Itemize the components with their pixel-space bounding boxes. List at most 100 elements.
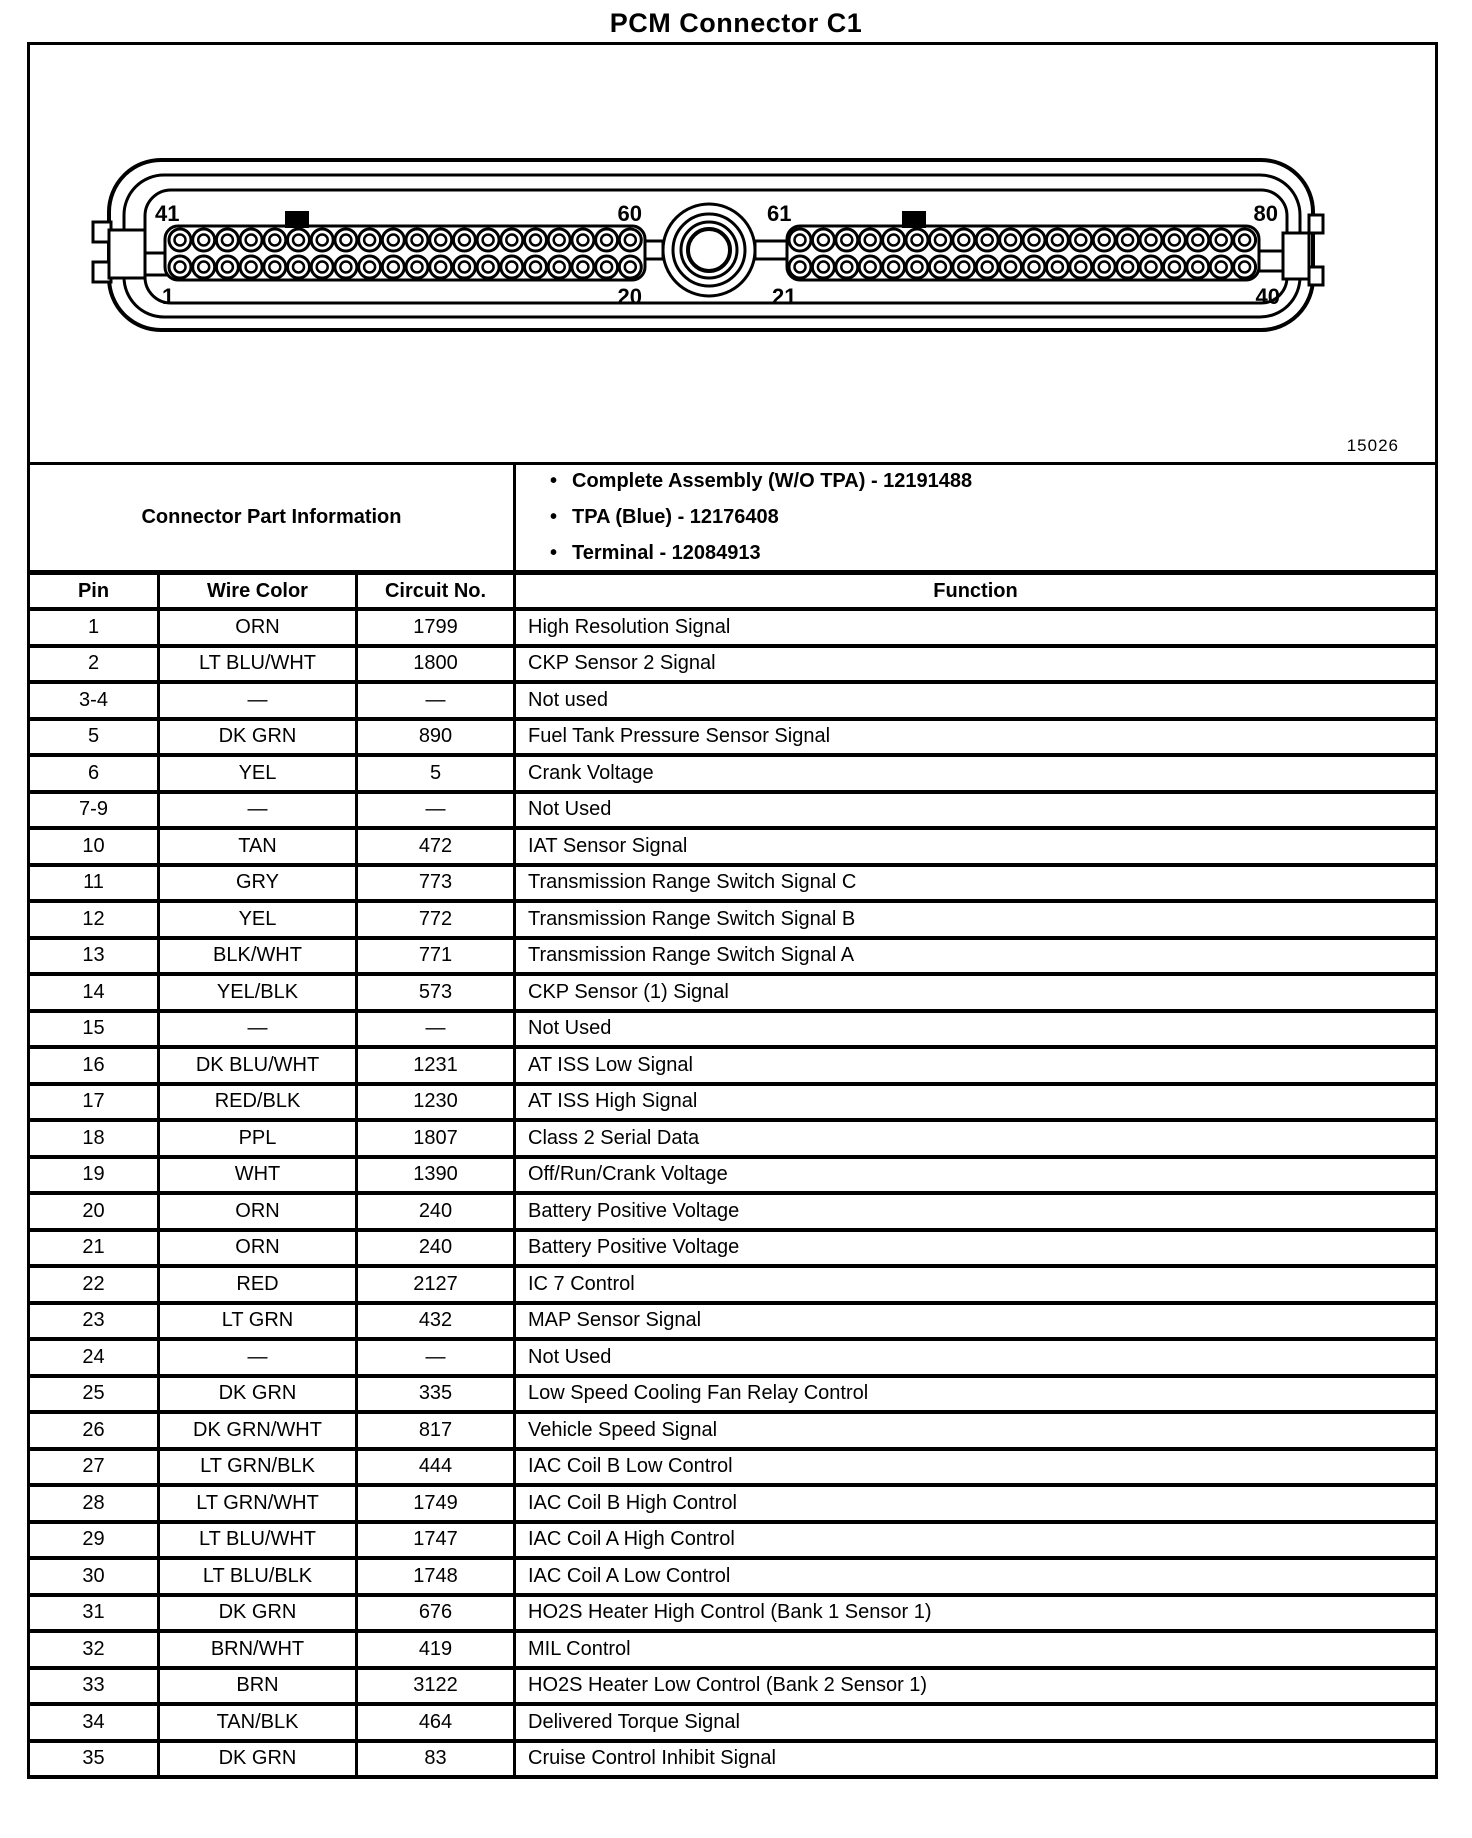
cell-pin: 29 (30, 1523, 160, 1556)
cell-circuit-no: 773 (358, 866, 516, 899)
part-info-item-text: TPA (Blue) - 12176408 (572, 506, 779, 528)
cell-wire-color: DK GRN (160, 720, 358, 753)
cell-function: Not used (528, 688, 609, 711)
cell-circuit-no: 464 (358, 1706, 516, 1739)
pin-holes-right (787, 227, 1258, 280)
cell-circuit-no: 335 (358, 1377, 516, 1410)
cell-function: Fuel Tank Pressure Sensor Signal (528, 725, 831, 748)
table-row: 13 BLK/WHT 771 Transmission Range Switch… (27, 939, 1438, 976)
key-tab-left (285, 211, 309, 228)
cell-circuit-no: 240 (358, 1231, 516, 1264)
table-row: 35 DK GRN 83 Cruise Control Inhibit Sign… (27, 1742, 1438, 1779)
cell-circuit-no: 1749 (358, 1487, 516, 1520)
cell-function: Transmission Range Switch Signal C (528, 871, 857, 894)
table-row: 10 TAN 472 IAT Sensor Signal (27, 830, 1438, 867)
part-info-item: • TPA (Blue) - 12176408 (550, 506, 1435, 529)
table-row: 5 DK GRN 890 Fuel Tank Pressure Sensor S… (27, 720, 1438, 757)
bullet-icon: • (550, 470, 558, 492)
cell-function: Not Used (528, 1345, 612, 1368)
table-row: 17 RED/BLK 1230 AT ISS High Signal (27, 1085, 1438, 1122)
table-row: 30 LT BLU/BLK 1748 IAC Coil A Low Contro… (27, 1560, 1438, 1597)
table-row: 33 BRN 3122 HO2S Heater Low Control (Ban… (27, 1669, 1438, 1706)
pin-label-61: 61 (767, 201, 791, 226)
table-row: 28 LT GRN/WHT 1749 IAC Coil B High Contr… (27, 1487, 1438, 1524)
pin-label-21: 21 (772, 284, 796, 309)
cell-pin: 22 (30, 1268, 160, 1301)
cell-circuit-no: — (358, 1012, 516, 1045)
cell-wire-color: — (160, 793, 358, 826)
table-row: 27 LT GRN/BLK 444 IAC Coil B Low Control (27, 1450, 1438, 1487)
cell-circuit-no: 573 (358, 976, 516, 1009)
cell-wire-color: GRY (160, 866, 358, 899)
column-header-function: Function (933, 579, 1018, 602)
bullet-icon: • (550, 506, 558, 528)
pin-label-40: 40 (1256, 284, 1280, 309)
column-header-pin: Pin (30, 575, 160, 607)
cell-pin: 31 (30, 1596, 160, 1629)
cell-circuit-no: 1807 (358, 1122, 516, 1155)
table-row: 22 RED 2127 IC 7 Control (27, 1268, 1438, 1305)
cell-function: Low Speed Cooling Fan Relay Control (528, 1382, 869, 1405)
table-row: 11 GRY 773 Transmission Range Switch Sig… (27, 866, 1438, 903)
cell-circuit-no: 1748 (358, 1560, 516, 1593)
cell-wire-color: ORN (160, 611, 358, 644)
cell-function: Off/Run/Crank Voltage (528, 1163, 728, 1186)
right-latch (1281, 231, 1311, 281)
table-row: 6 YEL 5 Crank Voltage (27, 757, 1438, 794)
cell-circuit-no: 772 (358, 903, 516, 936)
cell-function: Delivered Torque Signal (528, 1710, 740, 1733)
table-header-row: Pin Wire Color Circuit No. Function (27, 575, 1438, 611)
cell-wire-color: BRN (160, 1669, 358, 1702)
pin-label-41: 41 (155, 201, 179, 226)
pinout-table: Pin Wire Color Circuit No. Function 1 OR… (27, 575, 1438, 1779)
cell-function: Battery Positive Voltage (528, 1199, 740, 1222)
column-header-wire: Wire Color (160, 575, 358, 607)
cell-circuit-no: 240 (358, 1195, 516, 1228)
cell-pin: 2 (30, 647, 160, 680)
figure-number: 15026 (1346, 436, 1399, 455)
center-boss (661, 202, 757, 298)
part-info-item-text: Complete Assembly (W/O TPA) - 12191488 (572, 470, 973, 492)
cell-circuit-no: 419 (358, 1633, 516, 1666)
cell-pin: 6 (30, 757, 160, 790)
cell-wire-color: TAN/BLK (160, 1706, 358, 1739)
connector-part-info: Connector Part Information • Complete Ass… (27, 465, 1438, 575)
cell-pin: 32 (30, 1633, 160, 1666)
cell-circuit-no: 1799 (358, 611, 516, 644)
cell-wire-color: BRN/WHT (160, 1633, 358, 1666)
table-row: 18 PPL 1807 Class 2 Serial Data (27, 1122, 1438, 1159)
cell-pin: 34 (30, 1706, 160, 1739)
cell-pin: 1 (30, 611, 160, 644)
table-body: 1 ORN 1799 High Resolution Signal 2 LT B… (27, 611, 1438, 1779)
left-latch (107, 228, 147, 280)
table-row: 1 ORN 1799 High Resolution Signal (27, 611, 1438, 648)
table-row: 2 LT BLU/WHT 1800 CKP Sensor 2 Signal (27, 647, 1438, 684)
cell-wire-color: YEL/BLK (160, 976, 358, 1009)
cell-wire-color: — (160, 684, 358, 717)
connector-figure-box: 41 60 1 20 61 80 21 40 15026 (27, 42, 1438, 465)
cell-circuit-no: — (358, 793, 516, 826)
cell-circuit-no: 432 (358, 1304, 516, 1337)
connector-diagram: 41 60 1 20 61 80 21 40 (91, 158, 1325, 332)
cell-function: High Resolution Signal (528, 615, 731, 638)
cell-wire-color: RED/BLK (160, 1085, 358, 1118)
cell-wire-color: PPL (160, 1122, 358, 1155)
cell-circuit-no: 1230 (358, 1085, 516, 1118)
cell-pin: 15 (30, 1012, 160, 1045)
cell-wire-color: DK GRN/WHT (160, 1414, 358, 1447)
part-info-item: • Terminal - 12084913 (550, 542, 1435, 565)
cell-function: IAT Sensor Signal (528, 834, 688, 857)
pin-label-80: 80 (1254, 201, 1278, 226)
cell-wire-color: DK GRN (160, 1742, 358, 1775)
cell-circuit-no: 1390 (358, 1158, 516, 1191)
cell-circuit-no: 3122 (358, 1669, 516, 1702)
cell-wire-color: ORN (160, 1231, 358, 1264)
cell-function: MIL Control (528, 1637, 631, 1660)
cell-function: Crank Voltage (528, 761, 654, 784)
cell-function: MAP Sensor Signal (528, 1309, 702, 1332)
cell-pin: 26 (30, 1414, 160, 1447)
table-row: 32 BRN/WHT 419 MIL Control (27, 1633, 1438, 1670)
cell-function: Transmission Range Switch Signal B (528, 907, 856, 930)
cell-circuit-no: — (358, 684, 516, 717)
